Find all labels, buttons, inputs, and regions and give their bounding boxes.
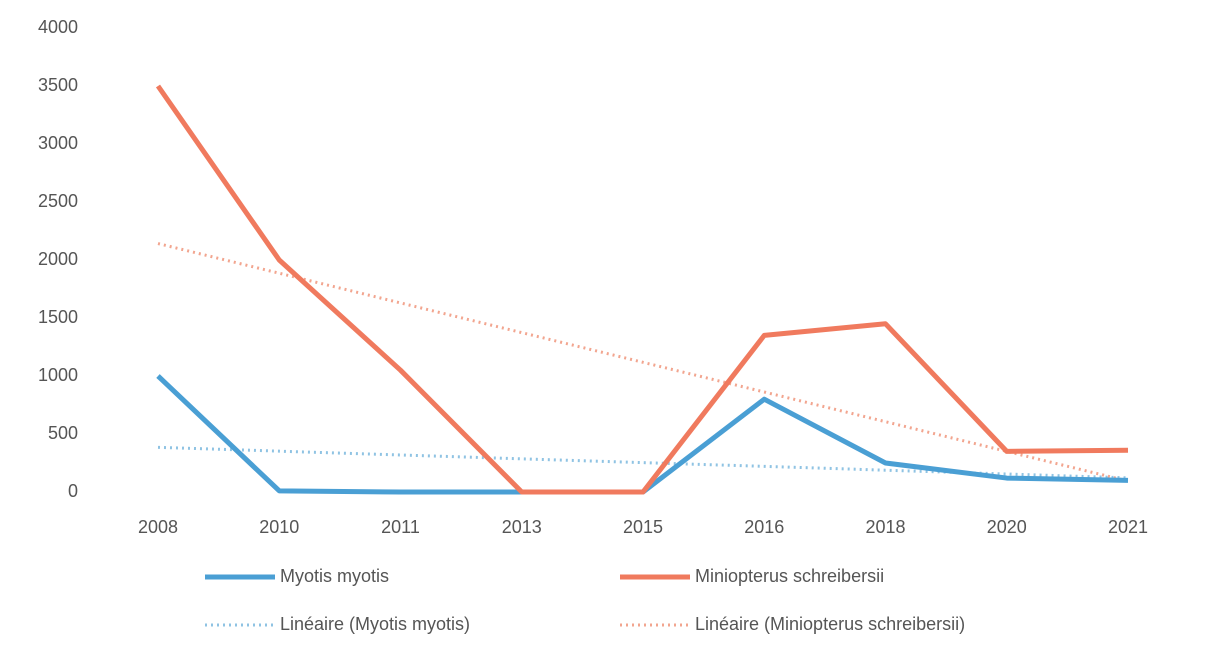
legend-label: Linéaire (Miniopterus schreibersii) (695, 614, 965, 634)
x-tick-label: 2013 (502, 517, 542, 537)
y-tick-label: 1000 (38, 365, 78, 385)
y-tick-label: 2000 (38, 249, 78, 269)
legend-label: Myotis myotis (280, 566, 389, 586)
x-tick-label: 2010 (259, 517, 299, 537)
x-tick-label: 2016 (744, 517, 784, 537)
y-tick-label: 4000 (38, 17, 78, 37)
legend-label: Miniopterus schreibersii (695, 566, 884, 586)
series-line (155, 84, 1129, 495)
y-tick-label: 1500 (38, 307, 78, 327)
y-tick-label: 3000 (38, 133, 78, 153)
x-tick-label: 2021 (1108, 517, 1148, 537)
y-tick-label: 0 (68, 481, 78, 501)
y-tick-label: 3500 (38, 75, 78, 95)
x-tick-label: 2015 (623, 517, 663, 537)
series-line (156, 374, 1129, 495)
x-tick-label: 2018 (865, 517, 905, 537)
series-line (157, 242, 1129, 483)
x-tick-label: 2011 (381, 517, 420, 537)
x-tick-label: 2008 (138, 517, 178, 537)
x-tick-label: 2020 (987, 517, 1027, 537)
y-tick-label: 2500 (38, 191, 78, 211)
legend-label: Linéaire (Myotis myotis) (280, 614, 470, 634)
y-tick-label: 500 (48, 423, 78, 443)
